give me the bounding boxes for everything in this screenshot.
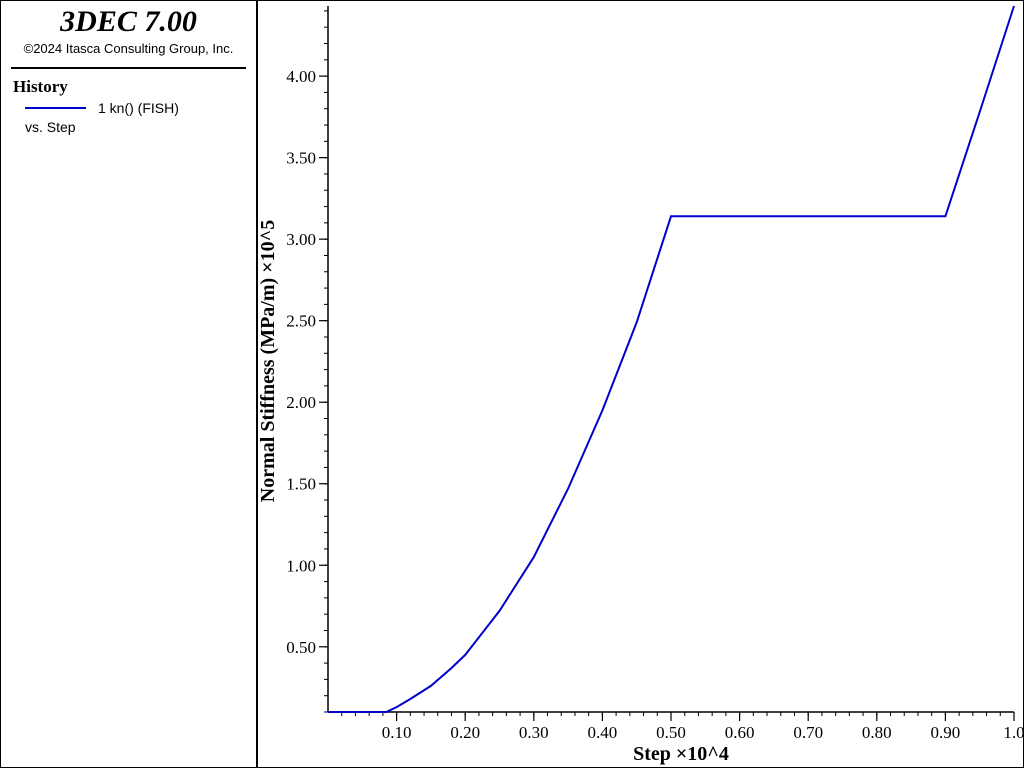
axes — [327, 6, 1014, 713]
x-axis-exponent: ×10^4 — [676, 743, 729, 765]
y-tick-label: 1.50 — [286, 475, 316, 494]
legend-series-label: 1 kn() (FISH) — [98, 100, 179, 116]
y-axis-exponent: ×10^5 — [257, 220, 279, 273]
series-layer — [328, 5, 1015, 713]
y-tick-label: 3.00 — [286, 230, 316, 249]
x-tick-label: 0.70 — [793, 723, 823, 742]
x-tick-label: 1.0 — [1003, 723, 1024, 742]
y-tick-label: 0.50 — [286, 638, 316, 657]
x-axis-title: Step — [633, 743, 676, 765]
x-axis-label: Step ×10^4 — [633, 743, 729, 765]
y-tick-label: 2.50 — [286, 312, 316, 331]
legend-heading: History — [13, 77, 68, 96]
x-tick-label: 0.90 — [931, 723, 961, 742]
legend-line-swatch — [25, 107, 86, 109]
copyright-text: ©2024 Itasca Consulting Group, Inc. — [23, 41, 234, 56]
x-tick-label: 0.80 — [862, 723, 892, 742]
x-tick-label: 0.50 — [656, 723, 686, 742]
legend-x-variable: vs. Step — [25, 119, 76, 135]
y-tick-label: 3.50 — [286, 149, 316, 168]
y-axis-label: Normal Stiffness (MPa/m) ×10^5 — [257, 220, 279, 502]
x-tick-label: 0.60 — [725, 723, 755, 742]
y-axis-title: Normal Stiffness (MPa/m) — [257, 273, 279, 502]
y-tick-label: 2.00 — [286, 393, 316, 412]
y-tick-label: 1.00 — [286, 556, 316, 575]
series-line — [328, 5, 1015, 713]
divider — [11, 67, 246, 69]
ticks: 0.50 1.00 1.50 2.00 2.50 3.00 3.50 4.00 0.10 0.20… — [286, 10, 1024, 742]
x-tick-label: 0.20 — [450, 723, 480, 742]
y-tick-label: 4.00 — [286, 67, 316, 86]
x-tick-label: 0.10 — [382, 723, 412, 742]
x-tick-label: 0.30 — [519, 723, 549, 742]
x-tick-label: 0.40 — [588, 723, 618, 742]
legend-panel: 3DEC 7.00 ©2024 Itasca Consulting Group,… — [1, 1, 258, 767]
app-title: 3DEC 7.00 — [60, 5, 197, 38]
